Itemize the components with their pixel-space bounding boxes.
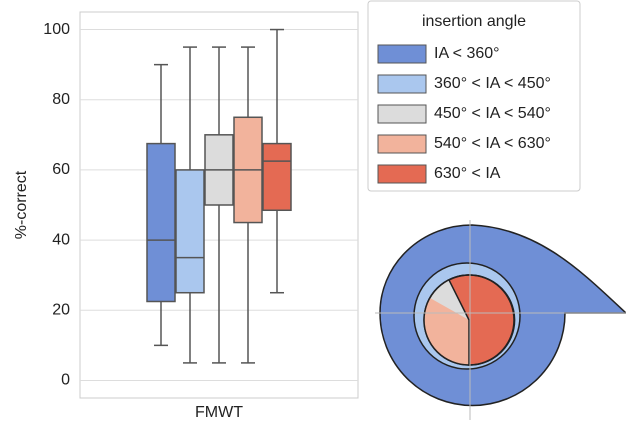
legend-label: 630° < IA xyxy=(434,165,501,182)
box xyxy=(175,169,205,294)
y-tick-label: 80 xyxy=(52,91,70,108)
legend-swatch xyxy=(377,44,427,64)
cochlea-diagram xyxy=(375,220,626,420)
legend-swatch xyxy=(377,164,427,184)
legend-label: 360° < IA < 450° xyxy=(434,75,551,92)
y-axis-label: %-correct xyxy=(13,170,30,239)
legend-swatch xyxy=(377,74,427,94)
y-tick-label: 40 xyxy=(52,231,70,248)
y-tick-label: 0 xyxy=(61,372,70,389)
y-tick-label: 100 xyxy=(43,21,70,38)
y-tick-label: 20 xyxy=(52,301,70,318)
y-tick-label: 60 xyxy=(52,161,70,178)
x-tick-label: FMWT xyxy=(195,404,243,421)
legend-title: insertion angle xyxy=(422,13,526,30)
legend-label: 450° < IA < 540° xyxy=(434,105,551,122)
box xyxy=(262,142,292,212)
box xyxy=(146,142,176,303)
legend-swatch xyxy=(377,134,427,154)
legend-swatch xyxy=(377,104,427,124)
legend-label: 540° < IA < 630° xyxy=(434,135,551,152)
legend-label: IA < 360° xyxy=(434,45,500,62)
